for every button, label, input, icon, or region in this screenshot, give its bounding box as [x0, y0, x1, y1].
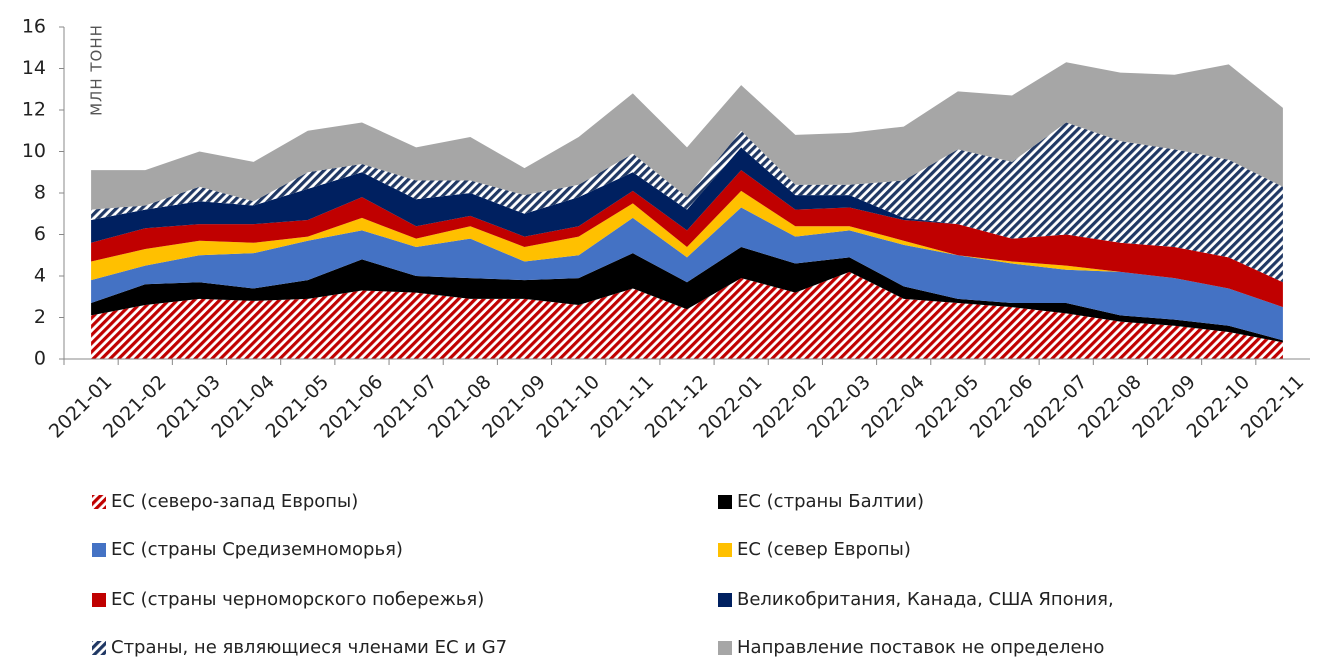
area	[91, 246, 1283, 343]
area	[91, 190, 1283, 308]
y-tick-label: 12	[22, 99, 46, 121]
area	[91, 122, 1283, 283]
y-tick-label: 8	[34, 182, 46, 204]
legend-swatch	[92, 593, 106, 607]
legend-label: Направление поставок не определено	[737, 637, 1104, 658]
y-tick-label: 0	[34, 348, 46, 370]
legend-label: ЕС (северо-запад Европы)	[111, 491, 358, 512]
y-tick-label: 4	[34, 265, 46, 287]
legend-label: ЕС (страны Средиземноморья)	[111, 539, 403, 560]
y-tick-label: 2	[34, 306, 46, 328]
y-tick-label: 6	[34, 223, 46, 245]
legend-swatch	[92, 495, 106, 509]
legend-swatch	[718, 641, 732, 655]
area	[91, 170, 1283, 308]
legend-label: ЕС (север Европы)	[737, 539, 911, 560]
legend-label: Страны, не являющиеся членами ЕС и G7	[111, 637, 507, 658]
legend-label: Великобритания, Канада, США Япония,	[737, 589, 1114, 610]
y-tick-label: 14	[22, 57, 46, 79]
legend-label: ЕС (страны Балтии)	[737, 491, 924, 512]
area	[91, 62, 1283, 210]
legend-swatch	[92, 641, 106, 655]
area	[91, 207, 1283, 341]
legend-swatch	[718, 593, 732, 607]
y-tick-label: 16	[22, 16, 46, 38]
legend-swatch	[92, 543, 106, 557]
legend-swatch	[718, 495, 732, 509]
area	[91, 147, 1283, 283]
y-tick-label: 10	[22, 140, 46, 162]
legend-label: ЕС (страны черноморского побережья)	[111, 589, 484, 610]
legend-swatch	[718, 543, 732, 557]
y-axis-label: МЛН ТОНН	[88, 24, 106, 116]
area	[91, 271, 1283, 359]
